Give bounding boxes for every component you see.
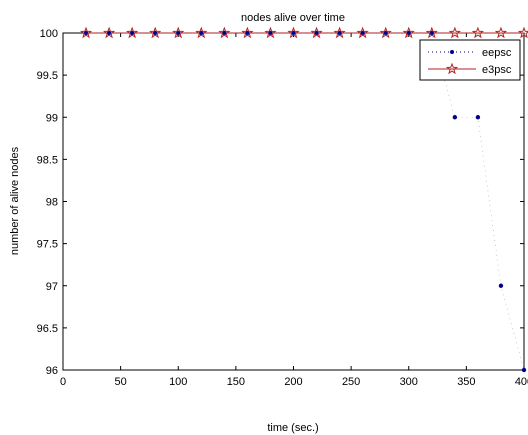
series-eepsc-point <box>383 30 388 36</box>
legend-box <box>419 39 521 81</box>
y-tick-label: 99 <box>46 112 58 124</box>
series-eepsc-point <box>245 30 250 36</box>
series-eepsc-point <box>222 30 227 36</box>
series-e3psc-point <box>126 26 139 39</box>
series-eepsc-point <box>153 30 158 36</box>
y-tick-label: 96.5 <box>37 323 58 335</box>
series-e3psc-point <box>172 26 185 39</box>
series-eepsc-point <box>176 30 181 36</box>
series-e3psc-point <box>310 26 323 39</box>
series-e3psc-point <box>149 26 162 39</box>
legend-eepsc-label: eepsc <box>482 47 512 59</box>
series-e3psc-point <box>195 26 208 39</box>
series-eepsc-point <box>291 30 296 36</box>
series-eepsc-point <box>129 30 135 36</box>
series-eepsc-point <box>199 30 204 36</box>
series-e3psc-point <box>218 26 231 39</box>
x-tick-label: 100 <box>169 376 187 388</box>
y-tick-label: 97.5 <box>37 239 58 251</box>
series-e3psc-point <box>448 26 461 39</box>
axis-ticks: 0 50 100 150 200 250 300 350 400 96 96.5 97 97.5 98 98… <box>37 28 528 388</box>
series-eepsc-point <box>360 30 365 36</box>
series-eepsc-point <box>429 30 434 36</box>
series-eepsc-point <box>475 115 481 120</box>
series-layer <box>79 26 528 373</box>
series-e3psc-point <box>494 26 508 39</box>
x-tick-label: 400 <box>515 376 528 388</box>
y-axis-title: number of alive nodes <box>9 146 21 255</box>
y-tick-label: 99.5 <box>37 70 58 82</box>
series-eepsc-point <box>83 30 89 36</box>
legend-eepsc-marker <box>450 50 454 54</box>
series-e3psc-point <box>287 26 300 39</box>
x-tick-label: 150 <box>227 376 245 388</box>
plot-area-frame <box>62 32 525 371</box>
series-eepsc-point <box>498 283 504 288</box>
x-tick-label: 50 <box>115 376 127 388</box>
x-axis-title: time (sec.) <box>267 422 318 434</box>
x-tick-label: 300 <box>400 376 418 388</box>
series-eepsc-point <box>521 367 527 373</box>
series-e3psc-point <box>471 26 485 39</box>
legend-e3psc-label: e3psc <box>482 64 512 76</box>
legend: eepsc e3psc <box>419 39 521 81</box>
x-tick-label: 200 <box>284 376 302 388</box>
series-eepsc-point <box>268 30 273 36</box>
series-e3psc-point <box>241 26 254 39</box>
series-eepsc-point <box>106 30 112 36</box>
series-e3psc-point <box>102 26 116 39</box>
series-e3psc-point <box>379 26 392 39</box>
y-tick-label: 98.5 <box>37 154 58 166</box>
y-tick-label: 96 <box>46 365 58 377</box>
series-e3psc-point <box>264 26 277 39</box>
series-e3psc-point <box>402 26 415 39</box>
x-tick-label: 250 <box>342 376 360 388</box>
series-e3psc-point <box>356 26 369 39</box>
legend-e3psc-marker <box>445 62 459 75</box>
series-eepsc-point <box>337 30 342 36</box>
series-e3psc-point <box>333 26 346 39</box>
y-tick-label: 98 <box>46 197 58 209</box>
series-eepsc-point <box>452 115 458 120</box>
x-tick-label: 0 <box>60 376 66 388</box>
y-tick-label: 97 <box>46 281 58 293</box>
x-tick-label: 350 <box>457 376 475 388</box>
series-eepsc-point <box>314 30 319 36</box>
chart-title: nodes alive over time <box>241 12 345 24</box>
series-e3psc-point <box>79 26 93 39</box>
series-e3psc-point <box>425 26 438 39</box>
y-tick-label: 100 <box>40 28 58 40</box>
series-eepsc-point <box>406 30 411 36</box>
